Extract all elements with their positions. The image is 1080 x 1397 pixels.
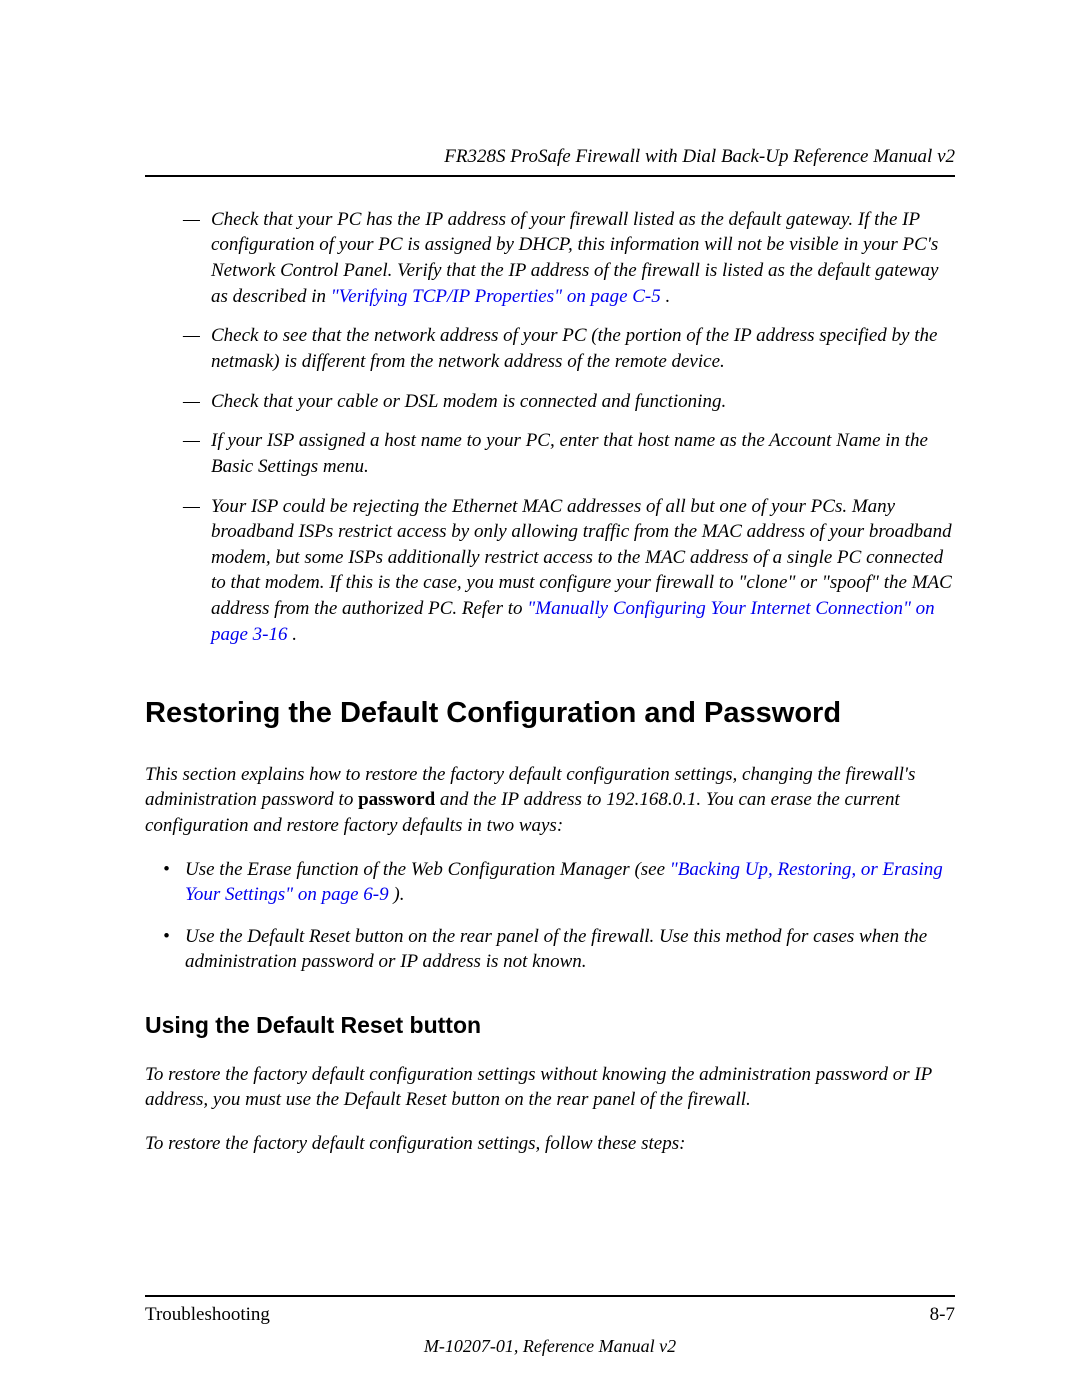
dash-item: Check that your cable or DSL modem is co… [183,389,955,415]
paragraph: To restore the factory default configura… [145,1131,955,1157]
dash-item: If your ISP assigned a host name to your… [183,428,955,479]
bullet-text-post: ). [393,884,404,905]
dash-text-post: . [666,286,671,307]
running-header: FR328S ProSafe Firewall with Dial Back-U… [145,145,955,169]
section-heading: Restoring the Default Configuration and … [145,695,955,731]
page-footer: Troubleshooting 8-7 M-10207-01, Referenc… [145,1295,955,1357]
xref-link[interactable]: "Verifying TCP/IP Properties" on page C-… [331,286,661,307]
footer-rule [145,1295,955,1297]
dash-item: Your ISP could be rejecting the Ethernet… [183,494,955,648]
list-item: Use the Default Reset button on the rear… [145,924,955,975]
bullet-text: Use the Default Reset button on the rear… [185,926,927,973]
page-number: 8-7 [930,1303,955,1327]
dash-item: Check to see that the network address of… [183,323,955,374]
paragraph: To restore the factory default configura… [145,1062,955,1113]
subsection-heading: Using the Default Reset button [145,1011,955,1040]
footer-section: Troubleshooting [145,1303,270,1327]
list-item: Use the Erase function of the Web Config… [145,857,955,908]
dash-text: If your ISP assigned a host name to your… [211,430,928,477]
doc-id: M-10207-01, Reference Manual v2 [145,1335,955,1358]
intro-bold: password [358,789,435,810]
dash-text: Check that your cable or DSL modem is co… [211,391,726,412]
dash-text: Check to see that the network address of… [211,325,937,372]
bullet-text: Use the Erase function of the Web Config… [185,859,670,880]
bullet-list: Use the Erase function of the Web Config… [145,857,955,976]
dash-text-post: . [292,624,297,645]
dash-list: Check that your PC has the IP address of… [183,207,955,648]
dash-item: Check that your PC has the IP address of… [183,207,955,310]
intro-paragraph: This section explains how to restore the… [145,762,955,839]
